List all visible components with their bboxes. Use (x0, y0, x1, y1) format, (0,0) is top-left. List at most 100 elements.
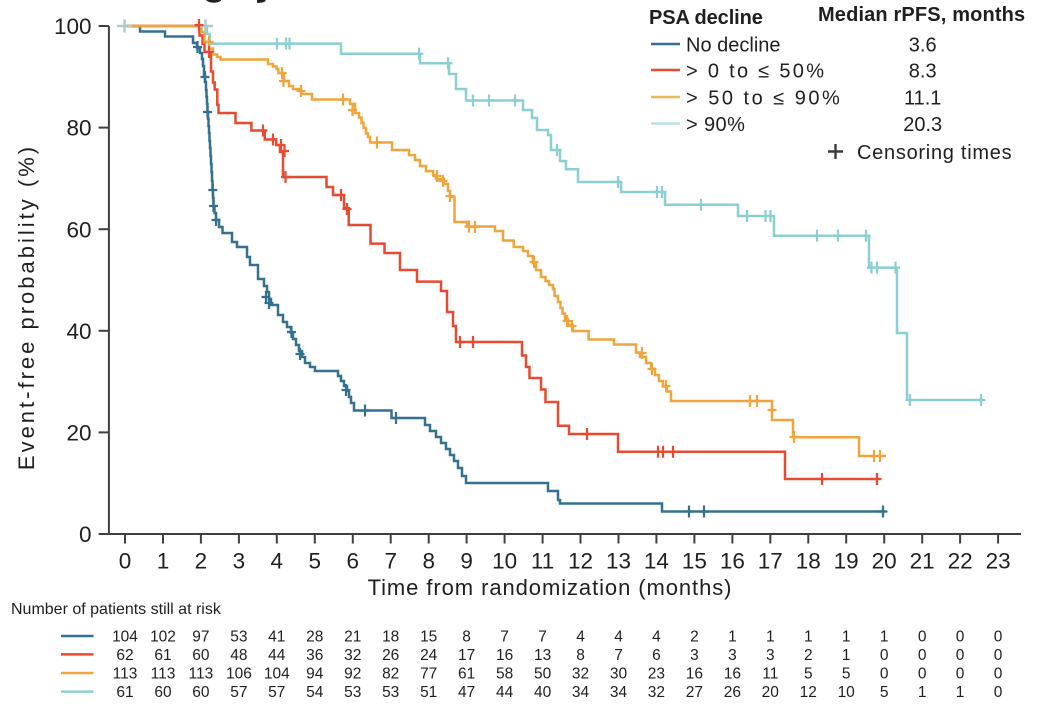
svg-text:8: 8 (576, 647, 585, 664)
svg-text:7: 7 (614, 647, 623, 664)
svg-text:13: 13 (606, 549, 631, 574)
svg-text:26: 26 (724, 684, 741, 701)
svg-text:97: 97 (192, 629, 209, 646)
svg-text:20: 20 (762, 684, 780, 701)
svg-text:47: 47 (458, 684, 475, 701)
svg-text:1: 1 (842, 629, 851, 646)
svg-text:53: 53 (230, 629, 247, 646)
svg-text:21: 21 (910, 549, 935, 574)
svg-text:16: 16 (720, 549, 745, 574)
svg-text:5: 5 (880, 684, 889, 701)
svg-text:82: 82 (382, 666, 399, 683)
svg-text:0: 0 (994, 629, 1003, 646)
svg-text:92: 92 (344, 666, 361, 683)
svg-text:0: 0 (918, 666, 927, 683)
svg-text:34: 34 (610, 684, 628, 701)
svg-text:18: 18 (796, 549, 821, 574)
svg-text:26: 26 (382, 647, 399, 664)
svg-text:54: 54 (306, 684, 324, 701)
svg-text:0: 0 (79, 522, 92, 547)
svg-text:57: 57 (230, 684, 247, 701)
svg-text:34: 34 (572, 684, 590, 701)
svg-text:60: 60 (192, 647, 210, 664)
svg-text:14: 14 (644, 549, 669, 574)
svg-text:4: 4 (271, 549, 284, 574)
svg-text:21: 21 (344, 629, 361, 646)
svg-text:2: 2 (195, 549, 208, 574)
svg-text:113: 113 (113, 666, 138, 683)
svg-text:58: 58 (496, 666, 513, 683)
svg-text:7: 7 (538, 629, 547, 646)
svg-text:0: 0 (994, 647, 1003, 664)
svg-text:3: 3 (728, 647, 737, 664)
svg-text:57: 57 (268, 684, 285, 701)
svg-text:41: 41 (268, 629, 285, 646)
svg-text:12: 12 (568, 549, 593, 574)
svg-text:11.1: 11.1 (904, 88, 941, 110)
svg-text:7: 7 (500, 629, 509, 646)
svg-text:2: 2 (804, 647, 813, 664)
svg-text:44: 44 (268, 647, 286, 664)
svg-text:11: 11 (531, 549, 554, 574)
svg-text:13: 13 (534, 647, 551, 664)
svg-text:9: 9 (460, 549, 473, 574)
svg-text:Time from randomization (month: Time from randomization (months) (368, 575, 733, 600)
svg-text:15: 15 (682, 549, 707, 574)
svg-text:0: 0 (994, 684, 1003, 701)
svg-text:1: 1 (804, 629, 813, 646)
svg-text:> 90%: > 90% (686, 114, 745, 136)
svg-text:11: 11 (762, 666, 778, 683)
svg-text:36: 36 (306, 647, 323, 664)
svg-text:0: 0 (880, 666, 889, 683)
svg-text:8.3: 8.3 (909, 61, 937, 83)
svg-text:PSA decline: PSA decline (649, 7, 763, 29)
svg-text:0: 0 (119, 549, 132, 574)
svg-text:5: 5 (842, 666, 851, 683)
svg-text:4: 4 (576, 629, 585, 646)
svg-text:0: 0 (918, 647, 927, 664)
svg-text:24: 24 (420, 647, 438, 664)
svg-text:104: 104 (112, 629, 138, 646)
svg-text:5: 5 (309, 549, 322, 574)
svg-text:16: 16 (496, 647, 513, 664)
svg-text:51: 51 (420, 684, 437, 701)
svg-text:53: 53 (344, 684, 361, 701)
svg-text:1: 1 (918, 684, 927, 701)
svg-text:0: 0 (880, 647, 889, 664)
svg-text:16: 16 (686, 666, 703, 683)
svg-text:1: 1 (766, 629, 775, 646)
svg-text:30: 30 (610, 666, 628, 683)
svg-text:44: 44 (496, 684, 514, 701)
svg-text:Number of patients still at ri: Number of patients still at risk (11, 601, 222, 618)
svg-text:5: 5 (804, 666, 813, 683)
svg-text:23: 23 (648, 666, 665, 683)
svg-text:0: 0 (994, 666, 1003, 683)
svg-text:80: 80 (66, 116, 91, 141)
svg-text:1: 1 (956, 684, 965, 701)
svg-text:Median rPFS, months: Median rPFS, months (818, 4, 1025, 26)
svg-text:10: 10 (492, 549, 517, 574)
svg-text:4: 4 (652, 629, 661, 646)
svg-text:32: 32 (572, 666, 589, 683)
svg-text:1: 1 (157, 549, 170, 574)
svg-text:3: 3 (766, 647, 775, 664)
svg-text:61: 61 (458, 666, 475, 683)
svg-text:100: 100 (54, 14, 92, 39)
svg-text:53: 53 (382, 684, 399, 701)
svg-text:40: 40 (534, 684, 552, 701)
svg-text:104: 104 (264, 666, 290, 683)
svg-text:4: 4 (614, 629, 623, 646)
svg-text:22: 22 (948, 549, 973, 574)
svg-text:0: 0 (956, 629, 965, 646)
svg-text:0: 0 (956, 666, 965, 683)
svg-text:1: 1 (842, 647, 851, 664)
svg-text:10: 10 (838, 684, 856, 701)
svg-text:Event-free probability (%): Event-free probability (%) (14, 144, 39, 470)
svg-text:3: 3 (233, 549, 246, 574)
svg-text:15: 15 (420, 629, 437, 646)
svg-text:61: 61 (116, 684, 133, 701)
svg-text:94: 94 (306, 666, 324, 683)
svg-text:40: 40 (66, 319, 91, 344)
svg-text:20: 20 (66, 421, 91, 446)
svg-text:3.6: 3.6 (909, 35, 937, 57)
